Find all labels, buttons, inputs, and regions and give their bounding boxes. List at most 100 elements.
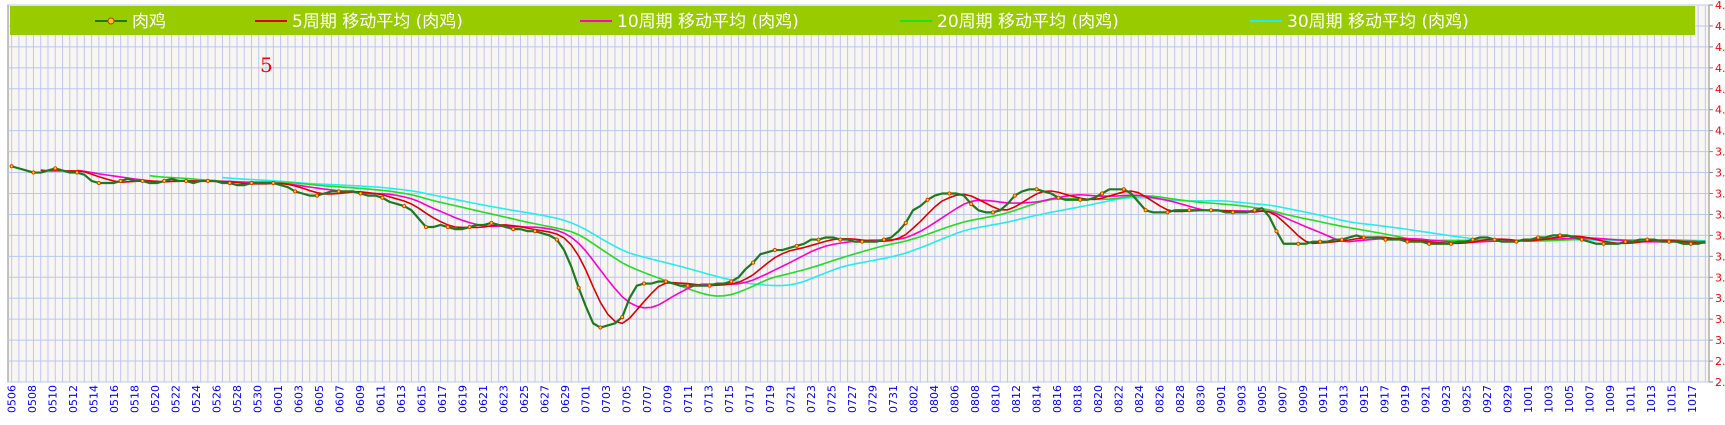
data-point bbox=[9, 164, 14, 169]
data-point bbox=[227, 181, 232, 186]
data-point bbox=[293, 189, 298, 194]
data-point bbox=[184, 178, 189, 183]
data-point bbox=[772, 248, 777, 253]
data-point bbox=[1557, 233, 1562, 238]
x-tick-label: 0826 bbox=[1153, 385, 1166, 413]
data-point bbox=[423, 225, 428, 230]
data-point bbox=[445, 225, 450, 230]
x-tick-label: 0903 bbox=[1235, 385, 1248, 413]
x-tick-label: 0822 bbox=[1112, 385, 1125, 413]
x-tick-label: 0820 bbox=[1092, 385, 1105, 413]
x-tick-label: 0619 bbox=[457, 385, 470, 413]
x-tick-label: 1005 bbox=[1563, 385, 1576, 413]
data-point bbox=[1536, 235, 1541, 240]
x-tick-label: 0609 bbox=[354, 385, 367, 413]
x-tick-label: 0717 bbox=[743, 385, 756, 413]
x-tick-label: 0603 bbox=[293, 385, 306, 413]
x-tick-label: 0611 bbox=[375, 385, 388, 413]
x-tick-label: 1015 bbox=[1666, 385, 1679, 413]
x-tick-label: 0729 bbox=[866, 385, 879, 413]
y-tick-label: 4.30 bbox=[1715, 62, 1725, 75]
data-point bbox=[1143, 208, 1148, 213]
data-point bbox=[205, 178, 210, 183]
data-point bbox=[140, 178, 145, 183]
x-tick-label: 0528 bbox=[231, 385, 244, 413]
data-point bbox=[685, 283, 690, 288]
data-point bbox=[947, 191, 952, 196]
y-tick-label: 3.00 bbox=[1715, 334, 1725, 347]
x-tick-label: 0929 bbox=[1502, 385, 1515, 413]
x-tick-label: 0905 bbox=[1256, 385, 1269, 413]
x-tick-label: 0828 bbox=[1174, 385, 1187, 413]
y-tick-label: 3.20 bbox=[1715, 292, 1725, 305]
y-tick-label: 4.60 bbox=[1715, 0, 1725, 12]
y-tick-label: 3.50 bbox=[1715, 229, 1725, 242]
x-tick-label: 0830 bbox=[1194, 385, 1207, 413]
data-point bbox=[729, 279, 734, 284]
x-tick-label: 0701 bbox=[579, 385, 592, 413]
x-tick-label: 0506 bbox=[6, 385, 19, 413]
x-tick-label: 0615 bbox=[416, 385, 429, 413]
x-tick-label: 0911 bbox=[1317, 385, 1330, 413]
x-tick-label: 0518 bbox=[129, 385, 142, 413]
data-point bbox=[860, 239, 865, 244]
x-tick-label: 0818 bbox=[1071, 385, 1084, 413]
x-tick-label: 0520 bbox=[149, 385, 162, 413]
data-point bbox=[1078, 197, 1083, 202]
data-point bbox=[467, 225, 472, 230]
data-point bbox=[1012, 193, 1017, 198]
x-tick-label: 1013 bbox=[1645, 385, 1658, 413]
x-tick-label: 0802 bbox=[907, 385, 920, 413]
y-tick-label: 3.60 bbox=[1715, 208, 1725, 221]
data-point bbox=[1688, 241, 1693, 246]
y-tick-label: 2.80 bbox=[1715, 376, 1725, 389]
data-point bbox=[1100, 191, 1105, 196]
legend-background bbox=[10, 6, 1695, 35]
data-point bbox=[75, 170, 80, 175]
data-point bbox=[794, 243, 799, 248]
x-tick-label: 0601 bbox=[272, 385, 285, 413]
data-point bbox=[31, 170, 36, 175]
x-tick-label: 0808 bbox=[969, 385, 982, 413]
x-tick-label: 0907 bbox=[1276, 385, 1289, 413]
x-tick-label: 0524 bbox=[190, 385, 203, 413]
x-tick-label: 0812 bbox=[1010, 385, 1023, 413]
data-point bbox=[1514, 239, 1519, 244]
x-tick-label: 0725 bbox=[825, 385, 838, 413]
x-tick-label: 0925 bbox=[1461, 385, 1474, 413]
x-tick-label: 0715 bbox=[723, 385, 736, 413]
x-tick-label: 0516 bbox=[108, 385, 121, 413]
x-tick-label: 0707 bbox=[641, 385, 654, 413]
data-point bbox=[969, 201, 974, 206]
x-tick-label: 0713 bbox=[702, 385, 715, 413]
data-point bbox=[1252, 208, 1257, 213]
x-tick-label: 0919 bbox=[1399, 385, 1412, 413]
data-point bbox=[1318, 239, 1323, 244]
data-point bbox=[314, 193, 319, 198]
x-tick-label: 0526 bbox=[211, 385, 224, 413]
y-tick-label: 3.70 bbox=[1715, 188, 1725, 201]
legend: 肉鸡 5周期 移动平均 (肉鸡) 10周期 移动平均 (肉鸡) 20周期 移动平均 (… bbox=[10, 6, 1695, 35]
y-tick-label: 3.90 bbox=[1715, 146, 1725, 159]
data-point bbox=[751, 260, 756, 265]
data-point bbox=[903, 220, 908, 225]
legend-label: 30周期 移动平均 (肉鸡) bbox=[1287, 12, 1469, 32]
data-point bbox=[620, 315, 625, 320]
data-point bbox=[1296, 241, 1301, 246]
x-tick-label: 1009 bbox=[1604, 385, 1617, 413]
data-point bbox=[642, 281, 647, 286]
chart-annotation: 5 bbox=[260, 53, 273, 77]
x-tick-label: 0627 bbox=[538, 385, 551, 413]
y-axis-ticks: 2.80 2.90 3.00 3.10 3.20 3.30 3.40 3.50 3.60 3.70… bbox=[1709, 0, 1725, 389]
data-point bbox=[533, 229, 538, 234]
x-tick-label: 0721 bbox=[784, 385, 797, 413]
data-point bbox=[1667, 239, 1672, 244]
x-tick-label: 0605 bbox=[313, 385, 326, 413]
x-tick-label: 0522 bbox=[170, 385, 183, 413]
x-tick-label: 0814 bbox=[1030, 385, 1043, 413]
data-point bbox=[1121, 187, 1126, 192]
x-axis-ticks: 0506 0508 0510 0512 0514 0516 0518 0520 0522 0524… bbox=[6, 385, 1700, 413]
data-point bbox=[271, 181, 276, 186]
data-point bbox=[1339, 237, 1344, 242]
